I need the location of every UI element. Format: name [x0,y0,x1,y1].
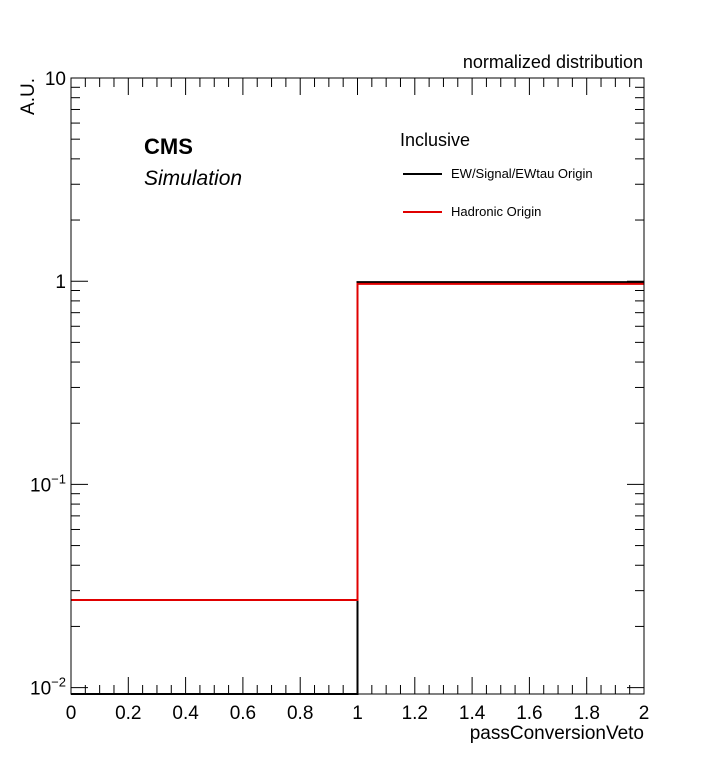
x-tick-label: 0.4 [172,703,199,724]
legend-entry-hadronic: Hadronic Origin [451,204,541,219]
simulation-label: Simulation [144,167,242,190]
x-tick-label: 0.2 [115,703,141,724]
x-tick-label: 1.8 [573,703,599,724]
legend-header: Inclusive [400,130,470,150]
x-tick-label: 1.4 [459,703,486,724]
x-tick-label: 1.2 [402,703,428,724]
y-tick-label: 1 [55,272,66,293]
x-tick-label: 0.8 [287,703,313,724]
cms-label: CMS [144,134,193,159]
series-line-hadronic [71,282,644,601]
y-tick-label: 10−2 [30,675,66,700]
axis-ticks: 0 0.2 0.4 0.6 0.8 1 1.2 1.4 1.6 1.8 2 10−2 10−1 1 10 [30,69,649,724]
x-tick-label: 0 [66,703,77,724]
plot-marks [71,281,644,695]
x-tick-label: 1 [352,703,363,724]
x-tick-label: 0.6 [230,703,256,724]
x-tick-label: 2 [639,703,650,724]
legend-entry-ew: EW/Signal/EWtau Origin [451,166,593,181]
legend: Inclusive EW/Signal/EWtau Origin Hadroni… [400,130,593,219]
x-tick-label: 1.6 [516,703,542,724]
y-axis-title: A.U. [18,78,39,115]
y-tick-label: 10 [45,69,66,90]
chart-title: normalized distribution [463,52,643,72]
x-axis-title: passConversionVeto [470,723,644,744]
y-tick-label: 10−1 [30,471,66,496]
